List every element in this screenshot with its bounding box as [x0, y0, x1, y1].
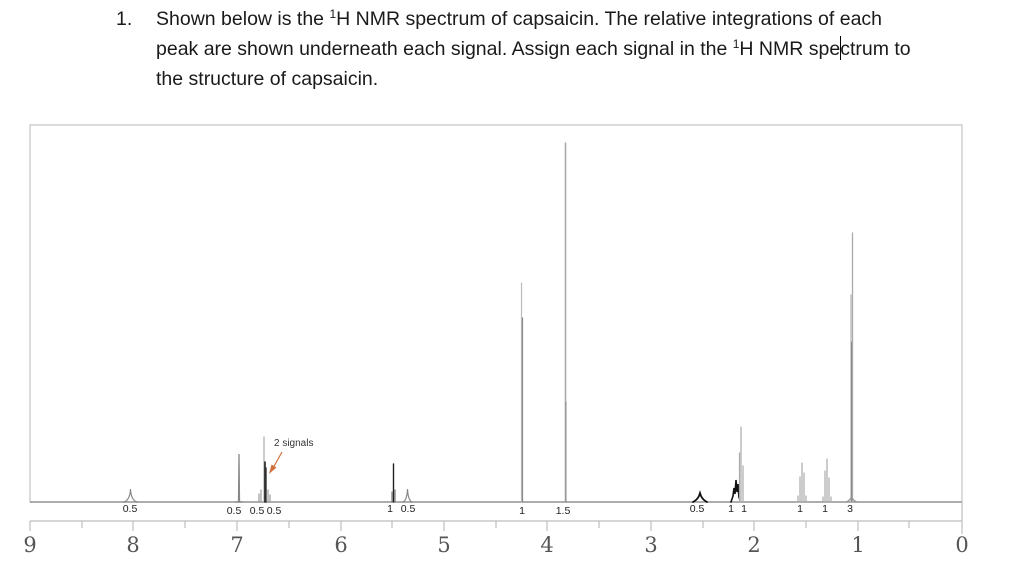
integration-label: 1: [728, 503, 734, 515]
two-signals-annotation: 2 signals: [269, 438, 313, 474]
x-tick-label: 5: [437, 533, 450, 557]
isotope-superscript: 1: [329, 7, 337, 21]
peak-6-7-cluster: [258, 436, 271, 503]
integration-label: 1.5: [556, 505, 571, 517]
question-line-2: peak are shown underneath each signal. A…: [156, 34, 1016, 64]
integration-label: 1: [822, 503, 828, 515]
peak-5-6-cluster: [391, 463, 396, 503]
question-body: Shown below is the 1H NMR spectrum of ca…: [156, 4, 1016, 94]
peak-5-45: [402, 488, 413, 503]
peak-8-0: [123, 488, 138, 503]
peak-1-35-quintet: [822, 458, 832, 503]
x-tick-label: 4: [540, 533, 553, 557]
x-tick-label: 6: [334, 533, 347, 557]
integration-label: 1: [797, 503, 803, 515]
text-segment: H NMR spectrum of capsaicin. The relativ…: [336, 8, 883, 30]
text-segment: Shown below is the: [156, 8, 330, 30]
x-tick-label: 8: [126, 533, 139, 557]
spectrum-peaks: [123, 142, 858, 503]
x-tick-label: 2: [747, 533, 760, 557]
integration-label: 1: [519, 505, 525, 517]
integration-label: 0.5: [123, 503, 138, 515]
text-segment: H NMR spe: [739, 38, 841, 60]
integration-label: 1: [387, 503, 393, 515]
question-line-1: Shown below is the 1H NMR spectrum of ca…: [156, 4, 1016, 34]
x-tick-label: 0: [955, 533, 968, 557]
integration-label: 3: [847, 503, 853, 515]
peak-4-3: [520, 282, 524, 503]
spectrum-frame: [29, 124, 963, 503]
x-tick-label: 3: [644, 533, 657, 557]
peak-3-87: [564, 142, 567, 503]
integration-label: 0.5: [267, 505, 282, 517]
integration-label: 1: [741, 503, 747, 515]
text-segment: peak are shown underneath each signal. A…: [156, 38, 733, 60]
annotation-label: 2 signals: [274, 438, 313, 449]
arrow-head-icon: [269, 464, 277, 474]
peak-7-0: [235, 453, 243, 503]
x-axis-labels: 9 8 7 6 5 4 3 2 1 0: [23, 533, 968, 557]
integration-label: 0.5: [401, 503, 416, 515]
integration-label: 0.5: [250, 505, 265, 517]
text-cursor: [839, 36, 841, 60]
question-line-3: the structure of capsaicin.: [156, 68, 379, 90]
integration-label: 0.5: [227, 505, 242, 517]
integration-label: 0.5: [690, 503, 705, 515]
x-tick-label: 1: [851, 533, 864, 557]
peak-0-97: [845, 232, 858, 503]
x-tick-label: 7: [230, 533, 243, 557]
x-tick-label: 9: [23, 533, 36, 557]
peak-2-55: [692, 490, 708, 503]
peak-2-2-cluster: [730, 426, 744, 503]
annotation-arrow-line: [272, 451, 283, 469]
integration-labels: 0.5 0.5 0.5 0.5 1 0.5 1 1.5 0.5 1 1 1 1 …: [123, 503, 853, 517]
peak-1-6-quintet: [797, 462, 807, 503]
question-number: 1.: [116, 8, 133, 30]
x-axis-ticks: [29, 502, 963, 534]
isotope-superscript: 1: [732, 37, 740, 51]
text-segment: ctrum to: [840, 38, 911, 60]
